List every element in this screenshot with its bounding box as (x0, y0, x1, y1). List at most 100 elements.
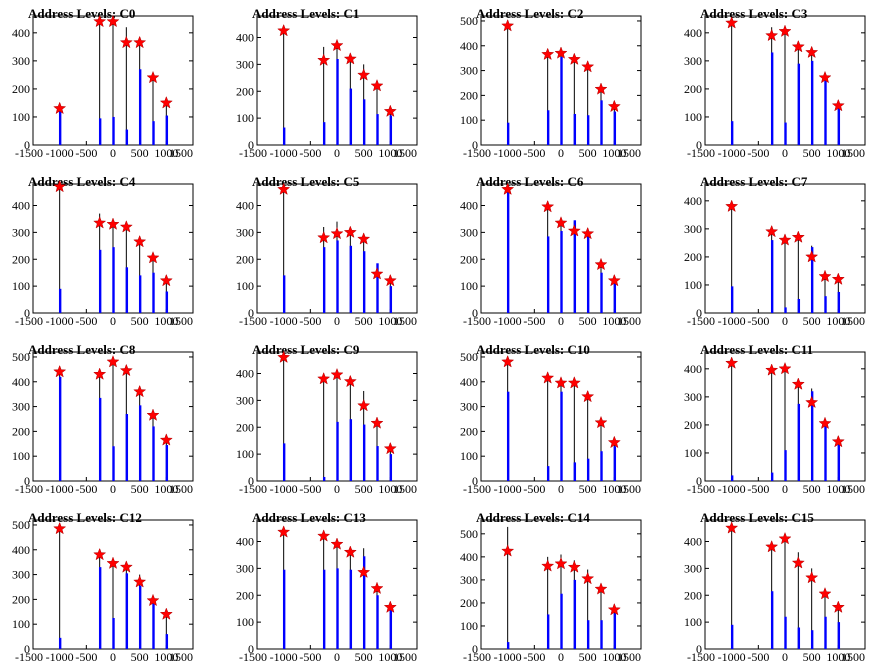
bar-mark (362, 556, 366, 649)
x-tick-label: 0 (558, 482, 564, 496)
star-marker (554, 556, 568, 570)
y-tick-label: 0 (24, 306, 30, 320)
bar-mark (730, 624, 734, 649)
x-tick-label: 1500 (393, 314, 417, 328)
bar-mark (600, 451, 603, 481)
y-tick-label: 0 (248, 474, 254, 488)
x-tick-label: 1500 (169, 482, 193, 496)
bar-mark (810, 247, 814, 313)
y-tick-label: 100 (460, 449, 478, 463)
x-tick-label: -1500 (239, 146, 267, 160)
x-tick-label: -1000 (494, 482, 522, 496)
y-tick-label: 300 (12, 54, 30, 68)
bar-mark (770, 591, 774, 649)
bar-mark (546, 110, 550, 145)
bar-mark (770, 472, 774, 481)
y-tick-label: 100 (12, 449, 30, 463)
star-marker (581, 571, 595, 585)
star-marker (725, 16, 739, 29)
star-marker (778, 233, 792, 246)
x-tick-label: -500 (523, 650, 545, 664)
y-tick-label: 500 (12, 350, 30, 364)
x-tick-label: 500 (579, 482, 597, 496)
y-tick-label: 200 (12, 424, 30, 438)
bar-mark (573, 462, 577, 481)
star-marker (725, 356, 739, 369)
x-tick-label: -1500 (687, 314, 715, 328)
x-tick-label: 500 (579, 146, 597, 160)
bar-mark (784, 450, 787, 481)
bar-mark (824, 80, 827, 145)
star-marker (607, 99, 621, 113)
star-marker (370, 267, 384, 280)
star-marker (317, 371, 331, 385)
bar-mark (546, 614, 550, 649)
bar-mark (349, 88, 353, 145)
x-tick-label: -1000 (494, 314, 522, 328)
x-tick-label: -1500 (239, 650, 267, 664)
chart-panel: Address Levels: C4 0 100 200 300 400 -1500 -100… (12, 174, 194, 328)
x-tick-label: -1000 (46, 482, 74, 496)
star-marker (133, 35, 147, 49)
chart-panel: Address Levels: C14 0 100 200 300 400 500 -1500… (460, 510, 642, 664)
y-tick-label: 200 (236, 588, 254, 602)
y-tick-label: 100 (460, 619, 478, 633)
x-tick-label: 500 (803, 650, 821, 664)
y-tick-label: 200 (684, 250, 702, 264)
x-tick-label: -1000 (718, 650, 746, 664)
star-marker (53, 179, 67, 193)
star-marker (554, 216, 568, 229)
x-tick-label: -1000 (270, 482, 298, 496)
bar-mark (98, 118, 102, 145)
star-marker (277, 23, 291, 37)
star-marker (818, 70, 832, 84)
star-marker (765, 539, 779, 553)
x-tick-label: -1500 (687, 146, 715, 160)
x-tick-label: 0 (110, 146, 116, 160)
star-marker (93, 14, 107, 28)
x-tick-label: 1500 (393, 482, 417, 496)
y-tick-label: 400 (12, 199, 30, 213)
star-marker (791, 556, 805, 569)
bar-mark (600, 272, 603, 313)
x-tick-label: -1000 (718, 482, 746, 496)
chart-panel: Address Levels: C6 0 100 200 300 400 -1500 -100… (460, 174, 642, 328)
star-marker (370, 416, 384, 429)
star-marker (541, 371, 555, 384)
x-tick-label: -1000 (46, 146, 74, 160)
y-tick-label: 100 (236, 447, 254, 461)
y-tick-label: 0 (248, 138, 254, 152)
bar-mark (112, 446, 115, 481)
bar-mark (376, 595, 379, 649)
star-marker (765, 363, 779, 376)
y-tick-label: 200 (12, 82, 30, 96)
bar-mark (322, 122, 326, 145)
x-tick-label: -1000 (46, 314, 74, 328)
star-marker (343, 374, 357, 388)
bar-mark (837, 107, 841, 145)
bar-mark (837, 622, 841, 649)
star-marker (106, 354, 120, 368)
bar-mark (282, 443, 286, 481)
bar-mark (389, 286, 393, 313)
x-tick-label: 0 (334, 482, 340, 496)
star-marker (818, 269, 832, 283)
star-marker (119, 560, 133, 573)
x-tick-label: 1500 (169, 314, 193, 328)
x-tick-label: 500 (355, 482, 373, 496)
chart-panel: Address Levels: C9 0 100 200 300 400 -1500 -100… (236, 342, 418, 496)
bar-mark (165, 634, 169, 649)
bar-mark (784, 122, 787, 145)
chart-title: Address Levels: C14 (476, 510, 590, 525)
bar-mark (138, 275, 142, 313)
bar-mark (322, 476, 326, 481)
y-tick-label: 0 (472, 642, 478, 656)
x-tick-label: -1500 (687, 482, 715, 496)
y-tick-label: 100 (12, 617, 30, 631)
bar-mark (376, 263, 379, 313)
bar-mark (586, 620, 590, 649)
bar-mark (112, 247, 115, 313)
bar-mark (797, 403, 801, 481)
chart-panel: Address Levels: C10 0 100 200 300 400 500 -1500… (460, 342, 642, 496)
bar-mark (125, 414, 129, 481)
